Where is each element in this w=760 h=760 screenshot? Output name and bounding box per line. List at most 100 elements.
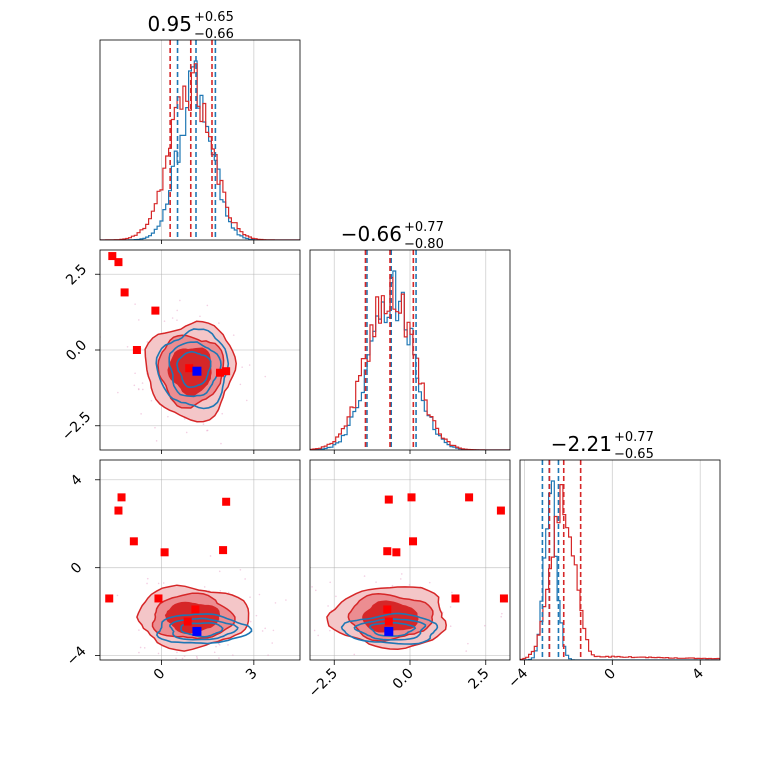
- sample-dot: [451, 591, 453, 594]
- contour-blue: [369, 621, 417, 637]
- contour-blue: [176, 350, 212, 389]
- sample-dot: [218, 570, 221, 573]
- y-tick-label: 0.0: [63, 337, 90, 364]
- sample-dot: [215, 645, 217, 648]
- sample-dot: [171, 317, 174, 319]
- sample-dot: [176, 309, 179, 312]
- sample-dot: [126, 345, 129, 348]
- highlight-marker: [384, 626, 394, 636]
- sample-dot: [274, 602, 277, 604]
- sample-dot: [227, 644, 229, 646]
- panel-2-0: [99, 459, 301, 661]
- panel-background: [100, 40, 300, 240]
- sample-dot: [183, 418, 186, 420]
- sample-dot: [219, 590, 222, 592]
- sample-dot: [179, 299, 181, 302]
- title-minus: −0.80: [404, 237, 444, 252]
- sample-dot: [314, 589, 317, 592]
- sample-dot: [285, 599, 287, 601]
- sample-dot: [264, 375, 267, 378]
- sample-dot: [157, 582, 160, 585]
- sample-dot: [183, 655, 186, 657]
- histogram-red: [310, 276, 510, 450]
- point-marker: [392, 548, 401, 557]
- sample-dot: [199, 315, 201, 318]
- sample-dot: [157, 652, 160, 655]
- sample-dot: [317, 634, 319, 637]
- point-marker: [160, 548, 169, 557]
- sample-dot: [176, 319, 178, 321]
- point-marker: [384, 617, 393, 626]
- sample-dot: [138, 629, 140, 631]
- point-marker: [183, 617, 192, 626]
- title-value: −2.21: [551, 432, 612, 456]
- sample-dot: [231, 654, 234, 656]
- sample-dot: [311, 586, 313, 588]
- x-tick-label: −2.5: [306, 666, 341, 701]
- contour-red: [164, 601, 221, 634]
- sample-dot: [261, 630, 264, 632]
- y-tick-label: −2.5: [59, 409, 94, 444]
- sample-dot: [146, 577, 149, 580]
- sample-dot: [249, 596, 251, 598]
- point-marker: [120, 288, 129, 297]
- sample-dot: [329, 629, 331, 632]
- point-marker: [383, 605, 392, 614]
- sample-dot: [249, 620, 252, 623]
- panel-frame: [99, 39, 301, 241]
- sample-dot: [245, 399, 248, 402]
- point-marker: [105, 594, 114, 603]
- sample-dot: [335, 595, 337, 598]
- panel-title-0: 0.95 +0.65 −0.66: [147, 10, 233, 42]
- sample-dot: [400, 573, 403, 575]
- sample-dot: [408, 584, 411, 586]
- sample-dot: [218, 644, 221, 646]
- x-tick-label: 2.5: [466, 666, 493, 693]
- sample-dot: [221, 412, 224, 415]
- point-marker: [216, 368, 224, 377]
- point-marker: [219, 546, 228, 555]
- sample-dot: [140, 413, 142, 415]
- sample-dot: [175, 657, 177, 660]
- sample-dot: [258, 593, 261, 596]
- point-marker: [407, 493, 416, 502]
- sample-dot: [163, 320, 166, 322]
- contour-blue: [169, 617, 239, 641]
- sample-dot: [203, 586, 206, 588]
- contour-blue: [340, 612, 439, 645]
- panel-title-2: −2.21 +0.77 −0.65: [551, 430, 654, 462]
- sample-dot: [465, 650, 468, 652]
- x-tick-label: 0: [151, 666, 169, 684]
- sample-dot: [329, 581, 331, 584]
- sample-dot: [142, 388, 144, 391]
- title-plus: +0.77: [404, 220, 444, 235]
- sample-dot: [239, 569, 242, 571]
- contour-blue: [168, 341, 222, 398]
- highlight-marker: [192, 626, 202, 636]
- sample-dot: [137, 388, 140, 391]
- panel-frame: [519, 459, 721, 661]
- histogram-red: [100, 63, 300, 240]
- point-marker: [465, 493, 474, 502]
- sample-dot: [139, 646, 142, 649]
- sample-dot: [232, 334, 235, 336]
- title-minus: −0.65: [614, 447, 654, 462]
- sample-dot: [271, 642, 274, 644]
- sample-dot: [264, 627, 266, 630]
- point-marker: [222, 497, 231, 506]
- sample-dot: [167, 415, 169, 418]
- contour-blue: [353, 618, 427, 641]
- panel-2-2: [519, 459, 721, 661]
- sample-dot: [176, 651, 178, 654]
- sample-dot: [449, 625, 452, 627]
- sample-dot: [272, 629, 275, 632]
- sample-dot: [154, 426, 156, 429]
- point-marker: [117, 493, 126, 502]
- histogram-red: [520, 484, 720, 660]
- panel-background: [520, 460, 720, 660]
- point-marker: [409, 537, 418, 546]
- sample-dot: [155, 440, 158, 442]
- panel-1-0: [99, 249, 301, 451]
- point-marker: [496, 506, 505, 515]
- sample-dot: [267, 654, 269, 656]
